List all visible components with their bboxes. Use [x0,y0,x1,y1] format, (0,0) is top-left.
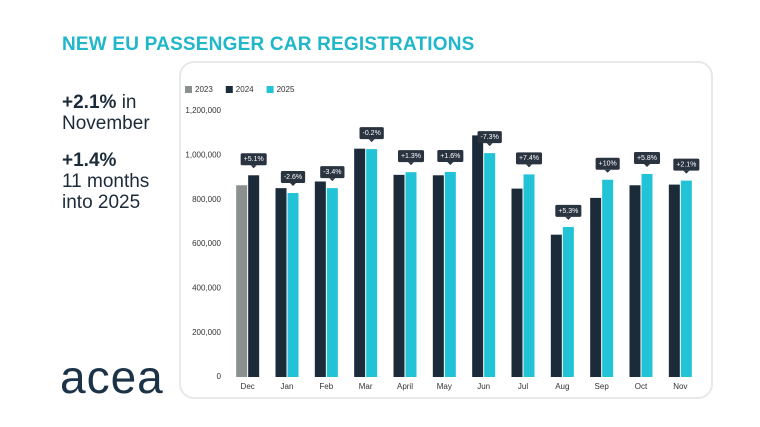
change-label: -7.3% [481,134,499,141]
change-label-bg [633,151,661,164]
change-label-bg [240,153,267,166]
bar [405,172,417,377]
highlight: +1.4% 11 months into 2025 [62,150,180,213]
change-label-pointer [447,161,454,165]
change-label: +2.1% [676,161,696,168]
bar [472,135,484,377]
x-tick-label: Feb [319,382,333,391]
x-tick-label: April [397,382,413,391]
legend-swatch [225,86,233,93]
highlight-value: +1.4% [62,150,117,171]
change-label: +5.1% [244,156,264,163]
bar [680,180,692,377]
bar [602,179,614,377]
change-label-pointer [604,169,611,173]
bar [275,188,287,377]
change-label: -0.2% [363,130,381,137]
change-label-pointer [250,165,257,169]
bar [326,188,338,377]
legend-label: 2023 [195,85,213,94]
legend-label: 2025 [277,85,295,94]
bar [366,149,378,377]
change-label-pointer [644,163,650,167]
change-label-bg [437,149,464,162]
bar [668,184,680,377]
bar [287,193,299,377]
y-tick-label: 800,000 [192,195,221,204]
x-tick-label: May [437,382,452,391]
bar [590,197,602,377]
bar [629,185,641,377]
change-label-bg [515,152,543,165]
y-tick-label: 200,000 [192,328,221,337]
change-label-bg [359,127,384,140]
bar [484,153,496,377]
bar [444,171,456,377]
change-label-bg [477,131,502,144]
y-tick-label: 400,000 [192,283,221,292]
change-label: +5.8% [637,155,657,162]
x-tick-label: Jun [477,382,490,391]
bar [354,148,366,377]
x-tick-label: Aug [555,382,569,391]
change-label: -2.6% [284,174,302,181]
legend-swatch [266,86,274,93]
change-label-bg [320,166,345,179]
change-label-bg [555,204,582,217]
y-tick-label: 1,200,000 [185,106,221,115]
change-label-pointer [368,139,375,143]
y-tick-label: 1,000,000 [185,150,221,159]
bar [432,175,444,377]
change-label-bg [397,150,425,163]
x-tick-label: Nov [673,382,687,391]
x-tick-label: Mar [359,382,373,391]
x-tick-label: Sep [595,382,610,391]
logo: acea [60,351,164,403]
change-label-pointer [486,143,493,147]
highlight-text: 11 months into 2025 [62,171,150,213]
bar [314,181,326,377]
change-label-bg [280,171,306,184]
bar [550,234,562,377]
highlight: +2.1% in November [62,92,180,134]
change-label: +5.3% [558,208,578,215]
change-label-pointer [565,216,572,220]
legend-swatch [185,86,192,93]
page-title: NEW EU PASSENGER CAR REGISTRATIONS [62,34,475,55]
change-label: +1.6% [440,153,460,160]
change-label-pointer [329,178,336,182]
highlight-text: in November [62,92,150,134]
bar [393,174,405,377]
bar [562,226,574,377]
highlight-value: +2.1% [62,92,117,113]
bar [641,173,653,377]
x-tick-label: Jul [518,382,528,391]
bar [236,185,248,377]
bar [248,175,260,377]
y-tick-label: 600,000 [192,239,221,248]
bar [523,174,535,377]
y-tick-label: 0 [217,372,222,381]
change-label-pointer [526,164,532,168]
change-label: +7.4% [519,155,539,162]
legend-label: 2024 [236,85,254,94]
x-tick-label: Jan [281,382,294,391]
change-label-pointer [683,170,690,174]
change-label-pointer [290,183,296,187]
x-tick-label: Oct [635,382,648,391]
change-label-bg [595,157,620,170]
change-label: +1.3% [401,153,421,160]
bar [511,188,523,377]
change-label-bg [673,158,700,171]
change-label-pointer [408,162,414,166]
x-tick-label: Dec [241,382,255,391]
change-label: -3.4% [323,169,341,176]
change-label: +10% [599,161,617,168]
